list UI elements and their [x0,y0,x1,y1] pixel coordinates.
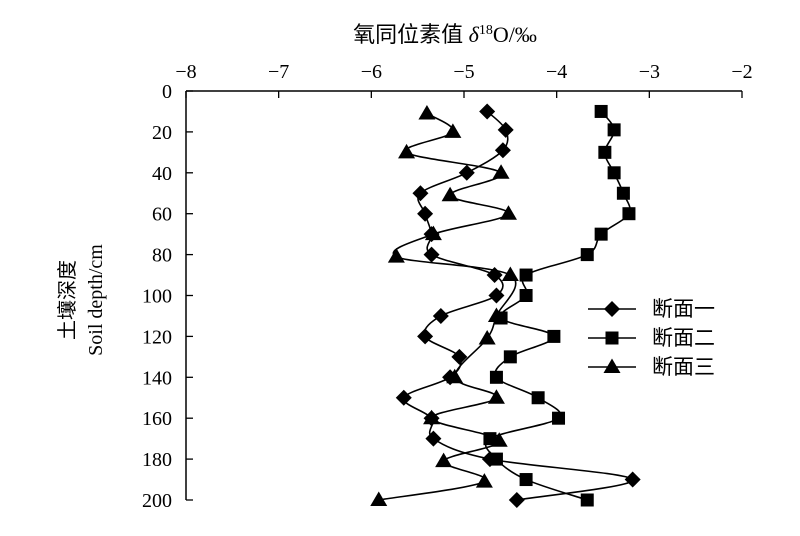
data-point-diamond [458,164,475,181]
data-point-diamond [497,121,514,138]
legend-label: 断面一 [652,297,715,321]
data-point-square [552,411,566,425]
data-point-triangle [424,225,442,241]
data-point-square [605,331,619,345]
axes: −8 −7 −6 −5 −4 −3 −2 0 20 40 60 80 100 120 140 160 180 20… [142,61,753,512]
data-point-diamond [432,307,449,324]
data-point-square [531,391,545,405]
data-point-square [594,227,608,241]
data-point-triangle [387,248,405,263]
x-tick-label: −5 [453,61,474,83]
data-point-diamond [451,348,468,365]
y-tick-label: 160 [142,408,172,430]
data-point-square [594,104,608,118]
y-tick-label: 180 [142,449,172,471]
x-tick-label: −6 [361,61,382,83]
data-point-triangle [499,205,517,220]
data-point-square [489,370,503,384]
data-point-diamond [425,430,442,447]
x-axis-title-text: 氧同位素值 δ18O/‰ [353,22,537,47]
x-tick-label: −8 [175,61,196,83]
data-point-triangle [487,389,505,404]
data-point-triangle [444,123,462,138]
data-point-diamond [412,185,429,202]
data-point-triangle [490,432,508,447]
data-point-diamond [508,492,525,508]
series-1 [395,103,641,508]
x-tick-label: −2 [731,61,752,83]
data-point-diamond [417,205,434,222]
y-tick-label: 40 [152,163,172,185]
data-point-diamond [423,246,440,263]
series-layer [370,103,641,508]
data-point-diamond [494,142,511,159]
y-axis-title: 土壤深度 Soil depth/cm [56,244,107,356]
legend-item: 断面三 [588,355,715,379]
y-tick-label: 120 [142,326,172,348]
series-line [378,112,517,501]
data-point-triangle [423,409,441,425]
data-point-square [580,493,594,507]
legend-item: 断面一 [588,297,715,321]
data-point-triangle [492,164,510,179]
data-point-triangle [475,473,493,488]
data-point-triangle [435,452,453,468]
data-point-triangle [370,491,388,506]
data-point-diamond [624,471,641,488]
data-point-diamond [479,103,496,120]
data-point-diamond [417,328,434,345]
y-tick-label: 80 [152,245,172,267]
x-tick-label: −7 [268,61,289,83]
data-point-triangle [603,358,621,373]
series-3 [370,104,519,506]
x-axis-title-delta: δ [469,22,480,47]
data-point-square [598,145,612,159]
data-point-triangle [398,143,416,159]
data-point-square [519,473,533,487]
data-point-square [580,248,594,262]
legend-label: 断面三 [652,355,715,379]
data-point-triangle [418,104,436,120]
y-tick-label: 0 [162,81,172,103]
data-point-diamond [395,389,412,406]
data-point-triangle [501,266,519,282]
legend-label: 断面二 [652,326,715,350]
data-point-square [503,350,517,364]
x-tick-label: −3 [639,61,660,83]
y-tick-label: 20 [152,122,172,144]
data-point-square [489,452,503,466]
data-point-square [607,166,621,180]
data-point-triangle [478,329,496,345]
series-2 [483,104,636,507]
data-point-square [616,186,630,200]
y-tick-label: 140 [142,367,172,389]
data-point-triangle [446,368,464,384]
data-point-square [519,289,533,302]
data-point-triangle [441,186,459,202]
x-axis-title: 氧同位素值 δ18O/‰ [353,22,537,47]
data-point-square [622,207,636,221]
y-axis-title-line2: Soil depth/cm [85,244,107,356]
x-axis-title-rest: O/‰ [493,22,537,47]
y-axis-title-line1: 土壤深度 [56,260,79,340]
x-axis-title-chinese: 氧同位素值 [353,22,469,47]
data-point-square [547,329,561,343]
data-point-diamond [488,287,505,304]
legend-item: 断面二 [588,326,715,350]
x-tick-label: −4 [546,61,567,83]
y-tick-label: 100 [142,286,172,308]
data-point-triangle [487,307,505,322]
data-point-square [607,123,621,137]
data-point-square [519,268,533,282]
y-tick-label: 60 [152,204,172,226]
x-axis-title-superscript: 18 [479,23,493,38]
data-point-diamond [604,301,620,317]
y-tick-label: 200 [142,490,172,512]
